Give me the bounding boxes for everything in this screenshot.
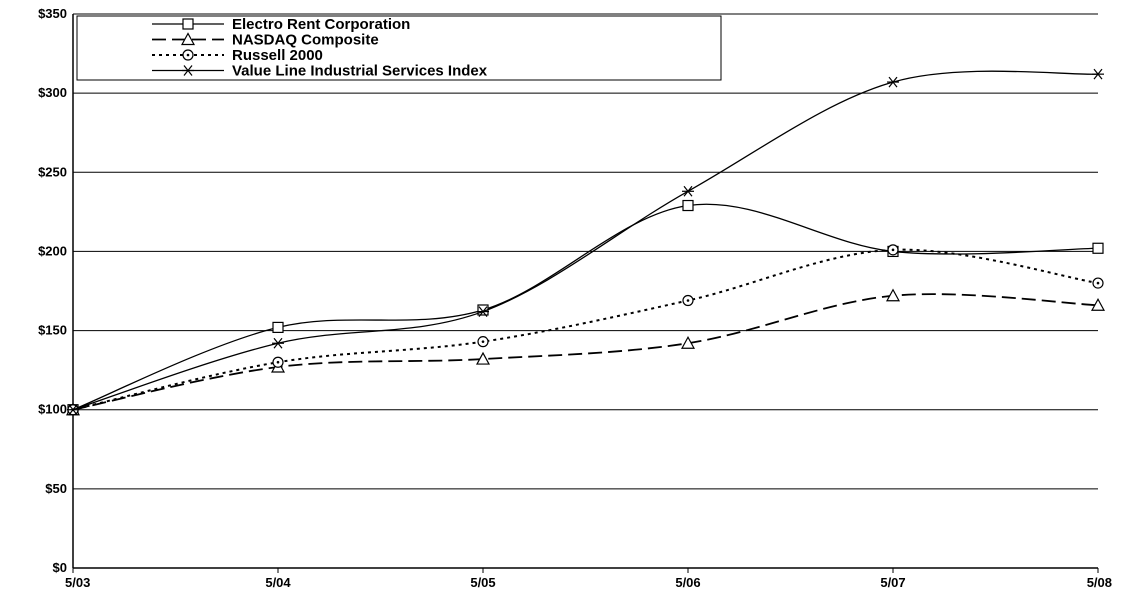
series-group	[65, 68, 1106, 416]
asterisk-stroke	[68, 404, 78, 416]
asterisk-stroke	[683, 185, 693, 197]
y-tick-label: $150	[38, 323, 67, 338]
asterisk-stroke	[273, 337, 283, 349]
asterisk-stroke	[478, 306, 488, 317]
circle-marker	[477, 336, 489, 348]
asterisk-marker	[477, 306, 489, 317]
triangle-marker	[1090, 297, 1106, 311]
square-marker	[1092, 242, 1104, 254]
series-line	[72, 203, 1099, 411]
gridlines	[73, 13, 1098, 569]
y-tick-label: $50	[45, 481, 67, 496]
asterisk-stroke	[183, 65, 193, 76]
asterisk-stroke	[888, 76, 898, 88]
asterisk-marker	[272, 337, 284, 349]
series-3	[67, 244, 1104, 416]
square-marker	[272, 321, 284, 334]
circle-marker	[272, 356, 284, 368]
legend-label: Russell 2000	[232, 47, 323, 64]
x-tick-label: 5/05	[470, 575, 495, 590]
triangle-marker	[475, 351, 491, 365]
y-tick-label: $350	[38, 6, 67, 21]
legend-label: Value Line Industrial Services Index	[232, 63, 488, 80]
series-line	[72, 293, 1099, 411]
y-tick-label: $200	[38, 243, 67, 258]
x-tick-label: 5/04	[265, 575, 291, 590]
x-tick-label: 5/06	[675, 575, 700, 590]
square-marker	[182, 18, 194, 30]
series-2	[65, 288, 1106, 416]
circle-marker	[182, 49, 194, 61]
x-tick-label: 5/03	[65, 575, 90, 590]
asterisk-marker	[1092, 68, 1104, 80]
series-1	[67, 199, 1104, 416]
square-marker	[682, 199, 694, 212]
x-tick-label: 5/07	[880, 575, 905, 590]
circle-marker	[887, 244, 899, 256]
circle-marker-dot	[481, 340, 485, 343]
y-tick-label: $250	[38, 164, 67, 179]
triangle-marker	[885, 288, 901, 302]
asterisk-stroke	[1093, 68, 1103, 80]
circle-marker-dot	[891, 248, 895, 252]
series-line	[72, 70, 1099, 411]
legend-label: NASDAQ Composite	[232, 32, 379, 49]
legend-label: Electro Rent Corporation	[232, 16, 410, 33]
series-line	[72, 248, 1099, 411]
triangle-marker	[680, 335, 696, 349]
circle-marker-dot	[276, 360, 280, 364]
circle-marker	[682, 294, 694, 307]
series-4	[67, 68, 1104, 416]
asterisk-marker	[682, 185, 694, 197]
triangle-marker	[180, 32, 196, 46]
x-tick-label: 5/08	[1087, 575, 1112, 590]
y-tick-label: $300	[38, 85, 67, 100]
circle-marker-dot	[686, 299, 690, 302]
axes: $0 $50 $100 $150 $200 $250 $300 $350 5/03 5/04 5/0…	[38, 6, 1112, 590]
circle-marker-dot	[186, 53, 190, 57]
y-tick-label: $100	[38, 402, 67, 417]
asterisk-marker	[887, 76, 899, 88]
circle-marker	[1092, 277, 1104, 289]
circle-marker-dot	[1096, 281, 1100, 285]
asterisk-marker	[182, 65, 194, 76]
y-tick-label: $0	[53, 560, 67, 575]
asterisk-marker	[67, 404, 79, 416]
